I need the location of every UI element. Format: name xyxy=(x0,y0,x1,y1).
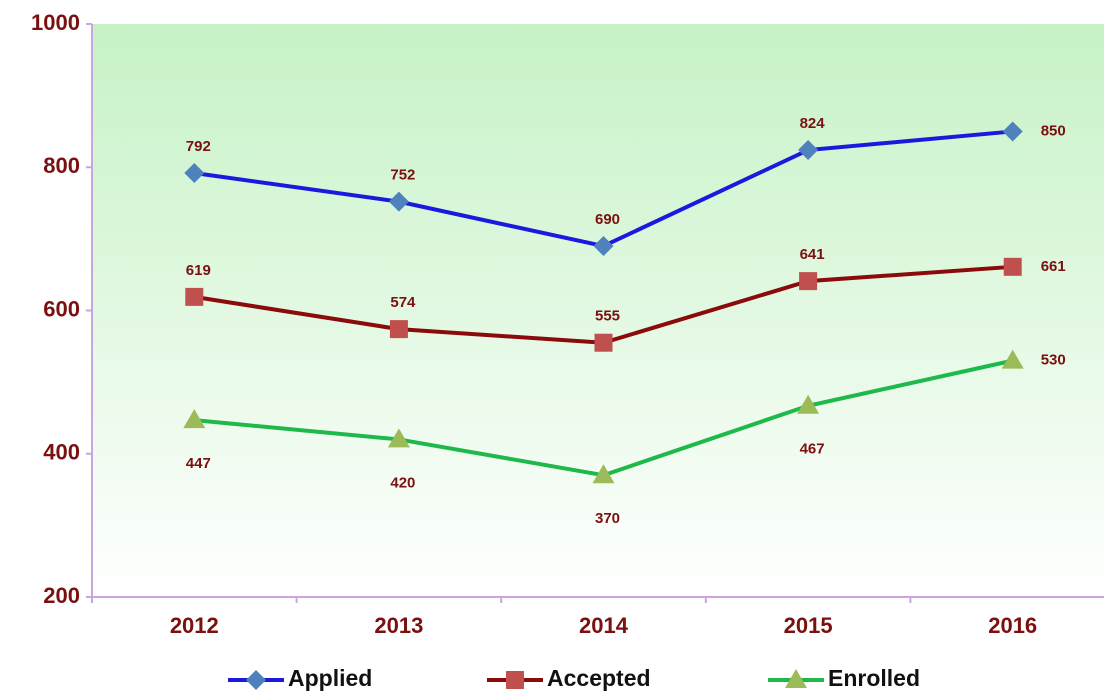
legend-marker xyxy=(785,669,807,688)
y-tick-label: 1000 xyxy=(31,10,80,35)
x-tick-label: 2015 xyxy=(784,613,833,638)
data-point xyxy=(389,320,408,339)
data-label: 555 xyxy=(595,308,620,325)
legend-label: Applied xyxy=(288,665,372,691)
y-tick-label: 600 xyxy=(43,296,80,321)
legend-marker xyxy=(246,670,266,690)
plot-area xyxy=(92,24,1104,597)
data-point xyxy=(185,287,204,306)
data-label: 530 xyxy=(1041,352,1066,369)
data-point xyxy=(387,428,410,448)
data-point xyxy=(388,191,409,212)
data-label: 574 xyxy=(390,294,416,311)
data-point xyxy=(184,162,205,183)
data-label: 792 xyxy=(186,138,211,155)
data-label: 619 xyxy=(186,262,211,279)
data-point xyxy=(798,140,819,161)
data-label: 850 xyxy=(1041,122,1066,139)
x-tick-label: 2016 xyxy=(988,613,1037,638)
legend-label: Enrolled xyxy=(828,665,920,691)
data-point xyxy=(592,464,615,484)
y-tick-label: 800 xyxy=(43,153,80,178)
legend-label: Accepted xyxy=(547,665,651,691)
data-label: 641 xyxy=(800,246,825,263)
data-point xyxy=(183,409,206,429)
x-tick-label: 2012 xyxy=(170,613,219,638)
data-point xyxy=(593,236,614,257)
x-tick-label: 2014 xyxy=(579,613,629,638)
data-label: 447 xyxy=(186,455,211,472)
x-tick-label: 2013 xyxy=(374,613,423,638)
data-label: 370 xyxy=(595,510,620,527)
data-label: 661 xyxy=(1041,258,1066,275)
data-label: 752 xyxy=(390,167,415,184)
data-point xyxy=(1001,349,1024,369)
data-label: 690 xyxy=(595,211,620,228)
data-point xyxy=(1003,257,1022,276)
legend-marker xyxy=(506,671,524,689)
data-point xyxy=(799,272,818,291)
y-tick-label: 400 xyxy=(43,440,80,465)
data-point xyxy=(594,333,613,352)
data-point xyxy=(1002,121,1023,142)
y-tick-label: 200 xyxy=(43,583,80,608)
data-point xyxy=(797,394,820,414)
data-label: 824 xyxy=(800,115,826,132)
data-label: 467 xyxy=(800,441,825,458)
data-label: 420 xyxy=(390,474,415,491)
